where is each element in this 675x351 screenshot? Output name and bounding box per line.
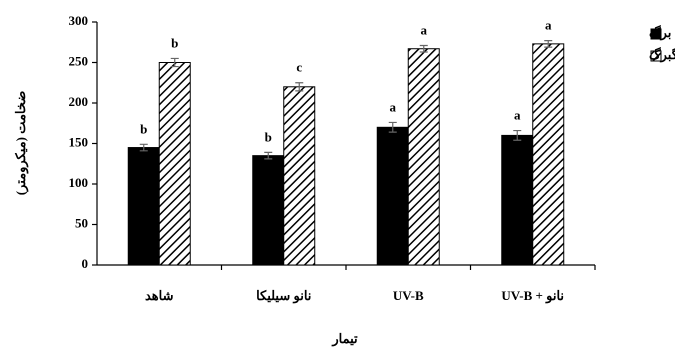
bar (283, 86, 316, 266)
bar (127, 147, 160, 266)
y-axis-label: ضخامت (میکرومتر) (13, 91, 29, 196)
significance-letter: a (390, 99, 397, 114)
y-tick-label: 150 (69, 134, 89, 149)
error-bar (264, 151, 273, 160)
legend-label: برگ (649, 24, 671, 41)
error-bar (388, 121, 397, 133)
y-tick-label: 300 (69, 13, 89, 28)
legend-swatch (650, 50, 662, 62)
y-tick-label: 200 (69, 94, 89, 109)
significance-letter: a (514, 108, 521, 123)
significance-letter: b (171, 35, 178, 50)
significance-letter: a (545, 18, 552, 33)
bar (407, 48, 440, 266)
error-bar (513, 129, 522, 141)
x-tick-label: نانو سیلیکا (256, 288, 311, 304)
x-tick-label: شاهد (145, 288, 174, 303)
x-tick-label: UV-B (393, 288, 424, 303)
bar (532, 43, 565, 266)
y-tick-label: 100 (69, 175, 89, 190)
bar (376, 126, 409, 266)
error-bar (295, 82, 304, 92)
error-bar (419, 44, 428, 53)
significance-letter: c (296, 60, 302, 75)
error-bar (544, 40, 553, 48)
error-bar (170, 57, 179, 68)
x-tick-label: نانو + UV-B (501, 288, 564, 304)
y-tick-label: 0 (82, 256, 89, 271)
bar (252, 155, 285, 266)
legend-swatch (650, 28, 662, 40)
bar (158, 62, 191, 266)
significance-letter: b (140, 121, 147, 136)
x-axis-label: تیمار (331, 331, 358, 347)
bar (501, 134, 534, 266)
y-tick-label: 50 (75, 215, 88, 230)
error-bar (139, 143, 148, 152)
significance-letter: a (421, 22, 428, 37)
y-tick-label: 250 (69, 53, 89, 68)
significance-letter: b (265, 129, 272, 144)
